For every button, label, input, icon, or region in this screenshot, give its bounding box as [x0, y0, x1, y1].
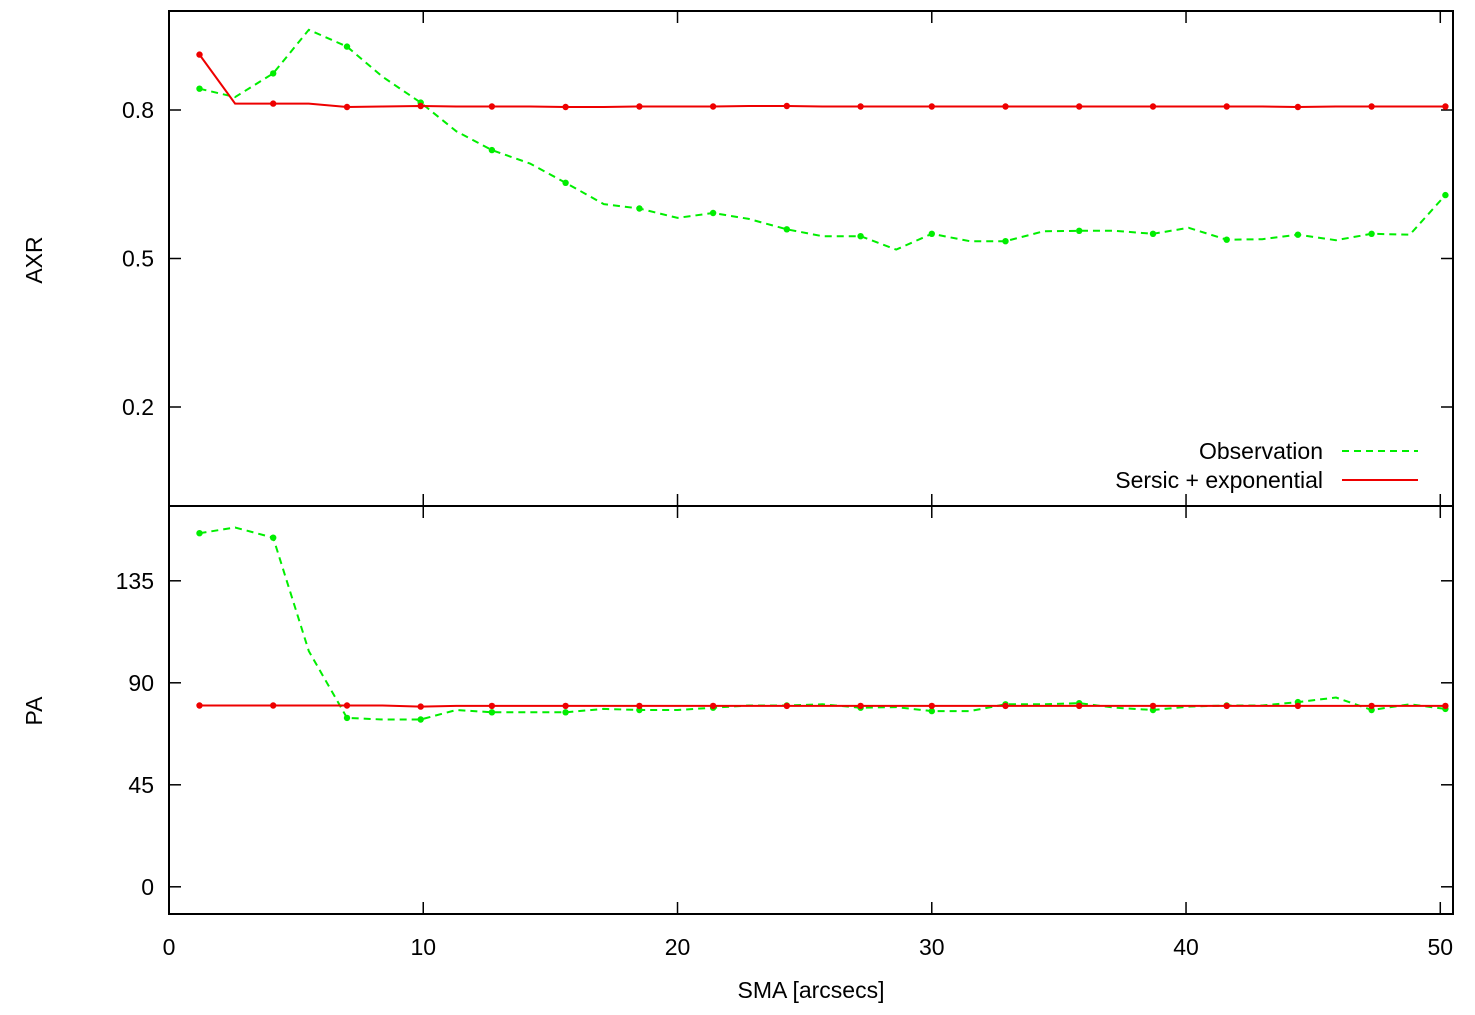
axr-model-point	[1294, 103, 1302, 111]
x-tick-label: 0	[163, 934, 176, 960]
x-tick-label: 10	[410, 934, 436, 960]
axr-observation-point	[270, 70, 277, 77]
axr-y-tick-label: 0.5	[122, 246, 154, 272]
axr-y-tick-label: 0.2	[122, 394, 154, 420]
pa-model-point	[928, 702, 935, 710]
pa-y-ticks: 135 90 45 0	[116, 568, 1453, 900]
axr-model-point	[709, 103, 717, 110]
axr-observation-point	[857, 233, 864, 240]
pa-model-point	[562, 702, 569, 710]
axr-model-point	[857, 103, 864, 110]
axr-observation-point	[1223, 236, 1230, 243]
pa-model-point	[709, 702, 717, 710]
axr-observation-point	[1149, 230, 1157, 237]
axr-observation-point	[1368, 230, 1375, 237]
pa-panel: 135 90 45 0 0 10 20 30 40 50 PA SMA [arcsecs]	[21, 505, 1454, 1003]
axr-observation-point	[488, 146, 496, 154]
axr-observation-point	[783, 226, 790, 233]
pa-model-point	[270, 702, 277, 709]
pa-model-point	[857, 702, 864, 710]
legend-model-label: Sersic + exponential	[1115, 467, 1323, 493]
axr-model-line	[198, 54, 1446, 109]
pa-observation-point	[488, 709, 496, 716]
axr-model-point	[1076, 103, 1083, 110]
axr-observation-point	[1002, 238, 1009, 245]
pa-model-point	[1076, 702, 1083, 710]
pa-model-point	[1002, 702, 1009, 710]
axr-model-point	[270, 100, 277, 107]
axr-observation-point	[1294, 231, 1302, 238]
pa-model-point	[488, 702, 496, 710]
pa-model-point	[196, 702, 203, 709]
axr-plot-frame	[168, 10, 1454, 507]
pa-series	[196, 526, 1449, 723]
axr-observation-line	[199, 28, 1447, 251]
axr-model-point	[562, 103, 569, 111]
pa-model-point	[1223, 702, 1230, 710]
axr-observation-point	[636, 205, 643, 212]
pa-model-point	[783, 702, 790, 710]
axr-model-point	[1223, 103, 1230, 110]
axr-model-point	[636, 103, 643, 110]
pa-model-point	[343, 702, 351, 709]
axr-model-point	[1442, 103, 1449, 110]
axr-observation-point	[709, 209, 717, 217]
axr-observation-point	[1076, 227, 1083, 234]
pa-model-point	[1294, 702, 1302, 710]
pa-y-axis-label: PA	[21, 696, 47, 726]
pa-observation-point	[417, 716, 424, 723]
pa-model-point	[417, 703, 424, 710]
x-tick-label: 40	[1173, 934, 1199, 960]
x-tick-label: 50	[1427, 934, 1453, 960]
pa-model-line	[199, 704, 1446, 708]
axr-panel: 0.8 0.5 0.2 AXR Observation Sersic + expon…	[21, 10, 1454, 507]
axr-observation-point	[343, 43, 351, 50]
axr-model-point	[196, 51, 203, 58]
pa-model-point	[1149, 702, 1157, 710]
axr-y-tick-label: 0.8	[122, 97, 154, 123]
pa-observation-point	[270, 534, 277, 541]
axr-observation-point	[562, 179, 569, 186]
axr-x-ticks	[168, 11, 1442, 506]
pa-model-point	[636, 702, 643, 710]
legend-observation-label: Observation	[1199, 438, 1323, 464]
axr-model-point	[1149, 103, 1157, 110]
axr-model-point	[343, 103, 351, 111]
pa-observation-line	[199, 526, 1446, 721]
pa-plot-frame	[168, 505, 1454, 915]
pa-y-tick-label: 0	[141, 874, 154, 900]
axr-model-point	[1368, 103, 1375, 110]
x-axis-label: SMA [arcsecs]	[738, 977, 885, 1003]
axr-model-point	[928, 103, 935, 110]
axr-y-ticks: 0.8 0.5 0.2	[122, 97, 1453, 420]
pa-observation-point	[343, 714, 351, 722]
legend: Observation Sersic + exponential	[1115, 438, 1418, 493]
pa-x-ticks: 0 10 20 30 40 50	[163, 506, 1453, 960]
pa-observation-point	[562, 709, 569, 716]
pa-y-tick-label: 90	[128, 670, 154, 696]
pa-observation-point	[196, 530, 203, 537]
axr-observation-point	[196, 85, 203, 92]
x-tick-label: 30	[919, 934, 945, 960]
pa-model-point	[1442, 702, 1449, 710]
axr-series	[196, 28, 1449, 251]
axr-model-point	[1002, 103, 1009, 110]
axr-model-point	[417, 102, 424, 110]
pa-observation-point	[928, 707, 935, 715]
axr-y-axis-label: AXR	[21, 236, 47, 283]
pa-y-tick-label: 45	[128, 772, 154, 798]
axr-model-point	[488, 103, 496, 110]
axr-observation-point	[928, 230, 935, 237]
pa-y-tick-label: 135	[116, 568, 154, 594]
axr-model-point	[783, 102, 790, 110]
x-tick-label: 20	[665, 934, 691, 960]
pa-model-point	[1368, 702, 1375, 710]
axr-observation-point	[1442, 191, 1449, 199]
